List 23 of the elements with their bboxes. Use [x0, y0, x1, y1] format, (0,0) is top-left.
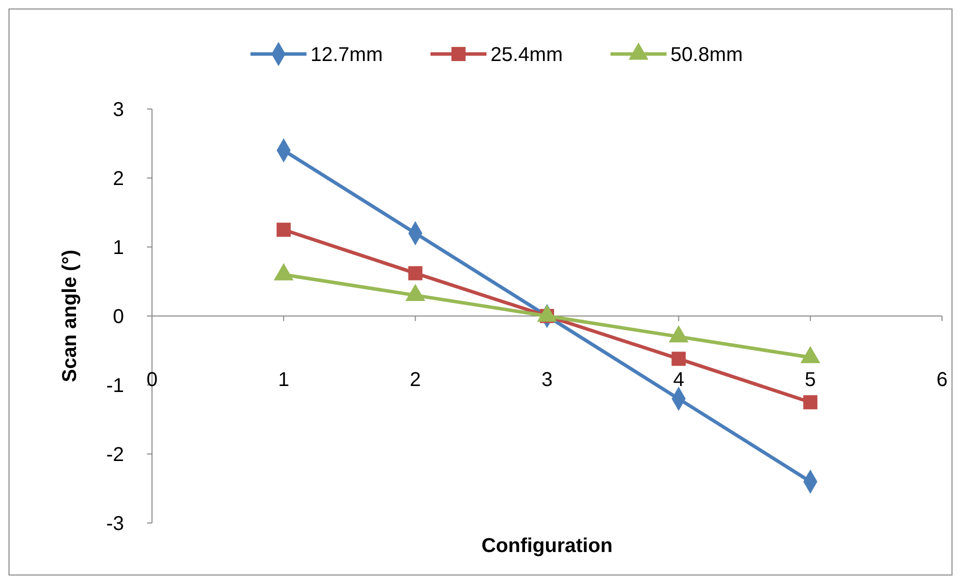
y-tick-label: -1 — [106, 375, 124, 397]
y-tick-label: 1 — [112, 237, 124, 259]
legend-label: 50.8mm — [670, 44, 743, 66]
x-tick-label: 5 — [804, 369, 816, 391]
legend-label: 25.4mm — [490, 44, 563, 66]
legend-label: 12.7mm — [310, 44, 383, 66]
y-axis-title: Scan angle (°) — [59, 250, 81, 382]
point — [803, 395, 818, 410]
x-tick-label: 1 — [278, 369, 290, 391]
y-tick-label: -2 — [106, 444, 124, 466]
point — [672, 352, 686, 366]
y-tick-label: -3 — [106, 513, 124, 535]
x-tick-label: 2 — [410, 369, 421, 391]
x-tick-label: 0 — [146, 369, 158, 391]
x-tick-label: 4 — [673, 369, 684, 391]
point — [408, 266, 422, 280]
x-tick-label: 3 — [541, 369, 553, 391]
y-tick-label: 0 — [112, 306, 124, 328]
point — [276, 222, 291, 237]
y-tick-label: 3 — [112, 99, 124, 121]
y-tick-label: 2 — [112, 168, 124, 190]
x-tick-label: 6 — [936, 369, 948, 391]
x-axis-title: Configuration — [481, 535, 613, 557]
